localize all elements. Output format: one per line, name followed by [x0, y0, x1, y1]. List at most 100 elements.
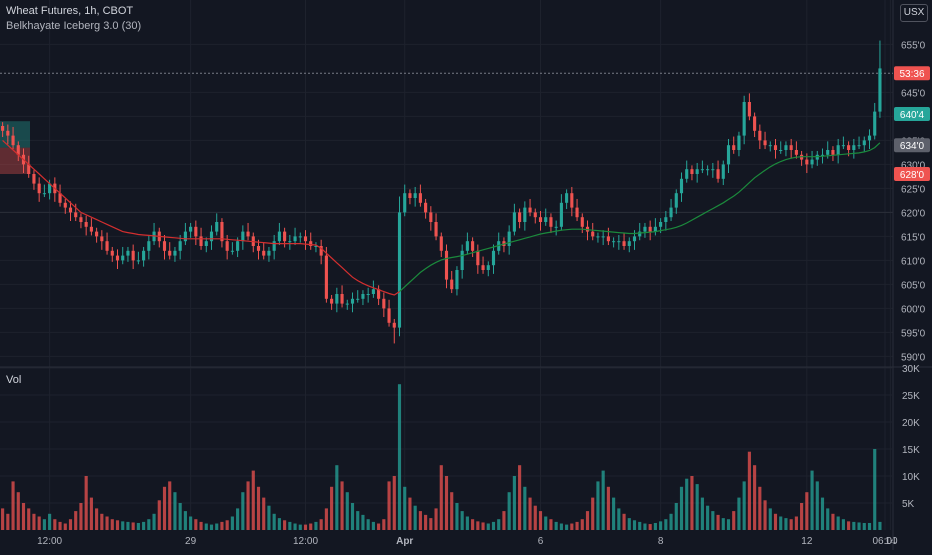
candle-body: [852, 145, 856, 150]
volume-bar: [95, 508, 99, 530]
candle-body: [189, 226, 193, 232]
candle-body: [679, 178, 684, 194]
candle-body: [147, 241, 151, 251]
volume-bar: [63, 523, 67, 530]
candle-body: [664, 217, 668, 222]
volume-bar: [251, 470, 255, 530]
volume-bar: [585, 511, 590, 530]
candle-body: [220, 222, 224, 242]
volume-bar: [6, 513, 10, 530]
volume-bar: [283, 520, 287, 530]
volume-bar: [126, 521, 130, 530]
volume-bar: [685, 478, 689, 530]
candle-body: [789, 145, 793, 150]
candle-body: [6, 130, 10, 136]
volume-bar: [199, 521, 203, 530]
symbol-title[interactable]: Wheat Futures, 1h, CBOT: [6, 5, 134, 17]
candle-body: [126, 250, 130, 256]
candle-body: [215, 222, 219, 232]
candle-body: [115, 255, 120, 261]
candle-body: [199, 236, 203, 246]
volume-bar: [74, 511, 78, 530]
candle-body: [632, 236, 637, 242]
candle-body: [387, 308, 391, 323]
volume-pane-label[interactable]: Vol: [6, 374, 22, 386]
volume-bar: [779, 516, 783, 530]
volume-bar: [293, 523, 297, 530]
candle-body: [544, 217, 548, 222]
candle-body: [768, 145, 772, 147]
volume-bar: [726, 519, 731, 530]
candle-body: [549, 217, 553, 227]
candle-body: [538, 217, 543, 222]
candle-body: [601, 236, 605, 238]
volume-bar: [847, 521, 851, 530]
volume-bar: [486, 523, 490, 530]
volume-bar: [382, 519, 386, 530]
volume-bar: [648, 524, 652, 530]
volume-bar: [204, 523, 208, 530]
candle-body: [79, 217, 83, 222]
volume-bar: [659, 521, 663, 530]
volume-bar: [215, 523, 219, 530]
volume-bar: [867, 522, 872, 530]
candle-body: [424, 202, 428, 213]
volume-bar: [831, 513, 835, 530]
candle-body: [444, 250, 449, 280]
volume-bar: [789, 519, 793, 530]
volume-bar: [136, 522, 140, 530]
price-tick-label: 620'0: [901, 208, 926, 219]
volume-bar: [236, 508, 240, 530]
volume-bar: [575, 521, 579, 530]
candle-body: [857, 145, 861, 147]
volume-bar: [21, 503, 26, 530]
volume-bar: [617, 508, 621, 530]
candle-body: [617, 241, 621, 243]
candle-body: [11, 135, 15, 146]
volume-bar: [121, 521, 125, 530]
volume-bar: [533, 505, 537, 530]
volume-bar: [706, 505, 710, 530]
candle-body: [366, 294, 370, 295]
volume-bar: [377, 523, 381, 530]
volume-bar: [397, 384, 402, 530]
price-tick-label: 655'0: [901, 40, 926, 51]
candle-body: [653, 226, 657, 232]
volume-bar: [434, 508, 438, 530]
candle-body: [48, 183, 52, 194]
candle-body: [298, 236, 302, 238]
volume-bar: [695, 484, 699, 530]
candle-body: [784, 145, 788, 150]
price-badge-label: 628'0: [900, 170, 925, 181]
volume-bar: [841, 519, 845, 530]
volume-bar: [324, 508, 328, 530]
volume-bar: [815, 481, 819, 530]
currency-badge[interactable]: USX: [900, 4, 928, 22]
volume-bar: [538, 511, 543, 530]
volume-bar: [413, 505, 417, 530]
volume-bar: [131, 522, 135, 530]
volume-bar: [460, 511, 464, 530]
candle-body: [878, 68, 882, 112]
volume-bar: [68, 519, 73, 530]
price-tick-label: 590'0: [901, 352, 926, 363]
volume-bar: [403, 486, 407, 530]
candle-body: [439, 236, 443, 251]
candle-body: [340, 294, 344, 304]
volume-bar: [58, 521, 62, 530]
candle-body: [533, 212, 537, 218]
candle-body: [481, 265, 485, 270]
time-tick-label: 06:00: [872, 536, 897, 547]
volume-bar: [168, 481, 172, 530]
candle-body: [136, 260, 140, 262]
price-tick-label: 615'0: [901, 232, 926, 243]
candle-body: [591, 231, 595, 237]
candle-body: [408, 193, 412, 198]
indicator-title[interactable]: Belkhayate Iceberg 3.0 (30): [6, 20, 142, 32]
candle-body: [162, 241, 167, 251]
volume-bar: [330, 486, 334, 530]
candle-body: [178, 241, 182, 251]
volume-bar: [147, 519, 151, 530]
